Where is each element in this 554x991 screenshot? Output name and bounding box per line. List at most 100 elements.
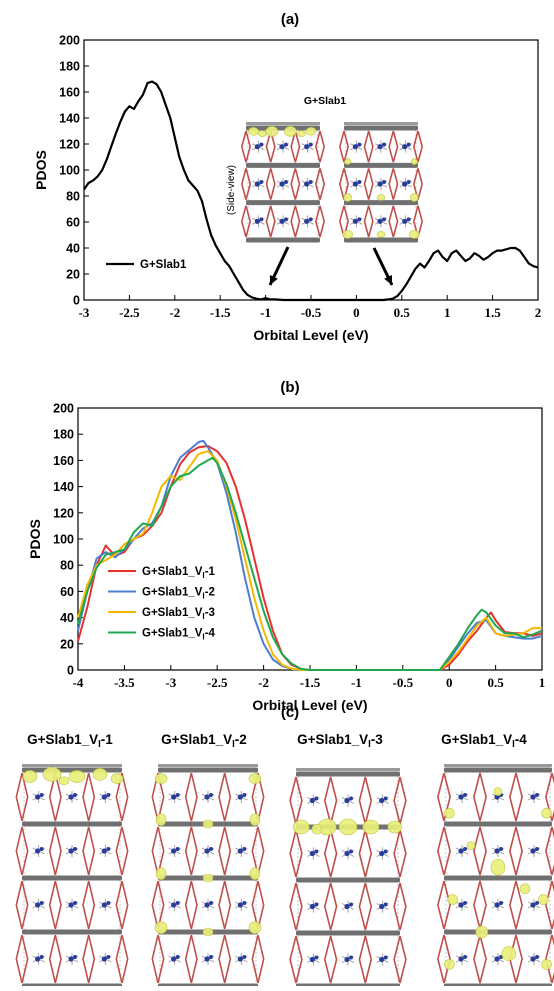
nitrogen-atom <box>383 902 388 907</box>
nitrogen-atom <box>101 956 107 962</box>
chart-b: 0 20 40 60 80 100 120 140 160 180 200 -4 -3.5 -3 -2.5 -… <box>27 402 545 714</box>
arrow-left-head <box>269 275 278 285</box>
series-line-3 <box>77 450 542 671</box>
isosurface-blob <box>519 883 531 895</box>
nitrogen-atom <box>171 848 177 854</box>
isosurface-blob <box>42 767 62 782</box>
octahedra-layer <box>296 877 400 883</box>
nitrogen-atom <box>35 848 41 854</box>
nitrogen-atom <box>383 955 388 960</box>
nitrogen-atom <box>259 217 264 222</box>
x-tick-label: -2 <box>169 305 180 320</box>
octahedra-layer <box>344 237 418 243</box>
graphene-sheet <box>344 122 418 125</box>
nitrogen-atom <box>242 847 247 851</box>
isosurface-blob <box>257 130 267 137</box>
isosurface-blob <box>110 773 124 784</box>
nitrogen-atom <box>106 793 111 797</box>
nitrogen-atom <box>458 848 464 854</box>
pb-i-bond <box>184 826 198 876</box>
nitrogen-atom <box>284 142 288 147</box>
nitrogen-atom <box>284 180 288 184</box>
nitrogen-atom <box>344 797 350 804</box>
isosurface-blob <box>408 230 420 239</box>
pb-i-bond <box>15 934 29 984</box>
nitrogen-atom <box>73 793 77 797</box>
pb-i-bond <box>393 829 407 878</box>
nitrogen-atom <box>237 794 243 800</box>
pb-i-bond <box>151 934 165 984</box>
nitrogen-atom <box>402 181 408 187</box>
octahedra-layer <box>246 125 320 131</box>
pb-i-bond <box>358 776 373 825</box>
nitrogen-atom <box>499 847 503 851</box>
y-tick-label: 140 <box>59 112 80 126</box>
graphene-sheet <box>158 764 258 767</box>
chart-b-series <box>77 439 543 671</box>
pb-i-bond <box>363 205 374 238</box>
x-tick-label: -0.5 <box>301 305 322 320</box>
nitrogen-atom <box>308 180 313 184</box>
nitrogen-atom <box>304 181 310 187</box>
nitrogen-atom <box>494 848 500 854</box>
isosurface-blob <box>248 773 262 784</box>
nitrogen-atom <box>209 847 213 851</box>
nitrogen-atom <box>204 848 210 854</box>
panel-c-structures: G+Slab1_VI-1 G+Slab1_VI-2 G+Slab1_VI-3 G+Sl… <box>15 732 554 989</box>
nitrogen-atom <box>73 847 77 851</box>
pb-i-bond <box>240 168 252 200</box>
nitrogen-atom <box>39 901 44 905</box>
pb-i-bond <box>151 826 165 876</box>
structure-title-1: G+Slab1_VI-1 <box>27 732 113 750</box>
panel-b-label: (b) <box>280 379 299 396</box>
nitrogen-atom <box>304 218 310 224</box>
chart-a-legend: G+Slab1 <box>106 259 187 271</box>
y-tick-label: 80 <box>60 559 74 573</box>
pb-i-bond <box>151 880 165 930</box>
x-axis-title: Orbital Level (eV) <box>253 327 368 343</box>
nitrogen-atom <box>377 218 383 224</box>
nitrogen-atom <box>379 797 385 804</box>
nitrogen-atom <box>530 956 536 962</box>
nitrogen-atom <box>458 794 464 800</box>
isosurface-blob <box>538 894 549 905</box>
x-axis-title: Orbital Level (eV) <box>252 697 367 713</box>
nitrogen-atom <box>237 956 243 962</box>
chart-a: G+Slab1(Side-view) 020406080100120140160… <box>33 34 541 344</box>
nitrogen-atom <box>209 793 213 797</box>
pb-i-bond <box>290 205 301 238</box>
octahedra-layer <box>444 929 552 935</box>
nitrogen-atom <box>309 903 315 910</box>
isosurface-blob <box>202 873 214 883</box>
pb-i-bond <box>545 934 554 984</box>
nitrogen-atom <box>304 144 310 150</box>
pb-i-bond <box>251 880 265 930</box>
isosurface-blob <box>154 921 168 934</box>
isosurface-blob <box>342 230 354 239</box>
y-tick-label: 140 <box>53 480 74 494</box>
pb-i-bond <box>437 880 451 930</box>
nitrogen-atom <box>377 144 383 150</box>
nitrogen-atom <box>254 144 260 150</box>
nitrogen-atom <box>530 848 536 854</box>
octahedra-layer <box>246 200 320 206</box>
pb-i-bond <box>323 776 338 825</box>
graphene-sheet <box>296 768 400 771</box>
pb-i-bond <box>48 934 62 984</box>
isosurface-blob <box>541 807 552 819</box>
legend-label-2: G+Slab1_VI-2 <box>142 587 215 601</box>
structure-c2 <box>151 764 265 989</box>
nitrogen-atom <box>309 797 315 804</box>
y-tick-label: 40 <box>66 242 80 256</box>
panel-c-label: (c) <box>281 704 299 721</box>
isosurface-blob <box>155 867 167 880</box>
x-tick-label: 0 <box>446 675 453 690</box>
nitrogen-atom <box>499 901 503 905</box>
pb-i-bond <box>323 882 338 931</box>
structure-c4 <box>437 764 554 989</box>
octahedra-layer <box>444 875 552 881</box>
pb-i-bond <box>358 935 373 984</box>
nitrogen-atom <box>535 793 539 797</box>
pb-i-bond <box>115 880 129 930</box>
